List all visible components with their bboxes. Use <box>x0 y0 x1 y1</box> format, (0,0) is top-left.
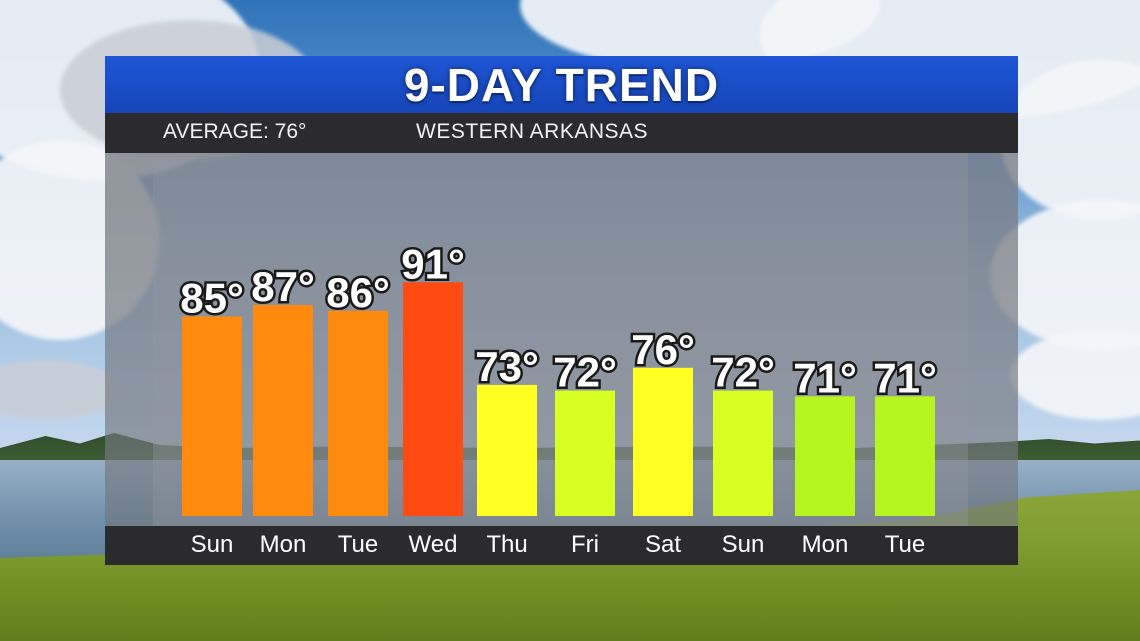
title-bar: 9-DAY TREND <box>105 56 1018 113</box>
bar-0 <box>182 316 242 516</box>
bar-2 <box>328 310 388 516</box>
day-label: Sat <box>645 531 681 558</box>
day-label-bar <box>105 526 1018 565</box>
bar-value-label: 85° <box>180 275 244 322</box>
cloud <box>0 360 120 420</box>
bar-3 <box>403 282 463 516</box>
bar-value-label: 73° <box>475 343 539 390</box>
bar-value-label: 87° <box>251 263 315 310</box>
bar-value-label: 76° <box>631 326 695 373</box>
day-label: Sun <box>722 531 765 558</box>
day-label: Thu <box>486 531 527 558</box>
bar-5 <box>555 390 615 516</box>
bar-9 <box>875 396 935 516</box>
day-label: Fri <box>571 531 599 558</box>
day-label: Tue <box>885 531 925 558</box>
page-title: 9-DAY TREND <box>403 58 720 111</box>
bar-6 <box>633 367 693 516</box>
bar-value-label: 72° <box>711 349 775 396</box>
day-label: Sun <box>191 531 234 558</box>
day-label: Tue <box>338 531 378 558</box>
bar-value-label: 72° <box>553 349 617 396</box>
bar-value-label: 71° <box>793 354 857 401</box>
region-name: WESTERN ARKANSAS <box>416 120 649 143</box>
day-label: Wed <box>409 531 458 558</box>
bar-8 <box>795 396 855 516</box>
day-label: Mon <box>802 531 849 558</box>
bar-value-label: 91° <box>401 240 465 287</box>
average-temperature: AVERAGE: 76° <box>163 120 307 143</box>
bar-value-label: 86° <box>326 269 390 316</box>
bar-value-label: 71° <box>873 354 937 401</box>
bar-1 <box>253 305 313 516</box>
bar-4 <box>477 384 537 516</box>
bar-7 <box>713 390 773 516</box>
temperature-bar-chart: 85° Sun 87° Mon 86° Tue 91° Wed 73° Thu 72° Fri 76° S… <box>178 238 940 558</box>
day-label: Mon <box>260 531 307 558</box>
info-bar: AVERAGE: 76° WESTERN ARKANSAS <box>105 113 1018 153</box>
forecast-panel: 9-DAY TREND AVERAGE: 76° WESTERN ARKANSA… <box>105 56 1018 565</box>
